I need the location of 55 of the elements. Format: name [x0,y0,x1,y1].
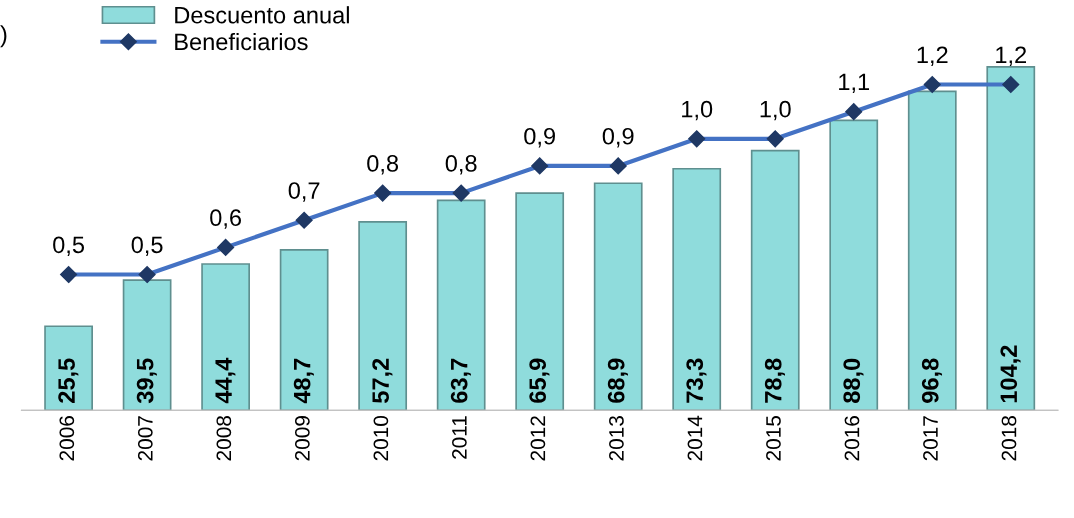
bar [907,90,957,411]
data-label: 0,7 [288,182,320,202]
x-tick-label: 2015 [766,415,781,461]
data-label: 0,5 [131,236,163,256]
data-label: 78,8 [764,358,785,403]
bar [986,66,1036,411]
data-label: 73,3 [686,358,707,403]
text: ) [0,25,7,48]
data-label: 1,2 [996,46,1027,66]
bar [358,220,408,411]
bar [122,279,172,411]
x-tick-label: 2017 [923,416,938,461]
x-tick-label: 2018 [1001,416,1017,461]
data-label: 1,1 [839,73,870,94]
x-tick-label: 2009 [294,416,310,461]
data-label: 96,8 [921,358,943,403]
x-tick-label: 2007 [137,416,153,461]
data-label: 88,0 [843,358,864,403]
data-label: 44,4 [215,357,236,404]
data-label: 65,9 [529,358,550,403]
bar [593,182,643,411]
data-label: 0,8 [367,155,399,175]
data-label: 0,8 [445,155,477,175]
data-label: 104,2 [1000,345,1021,403]
bar [436,199,486,411]
x-tick-label: 2012 [530,416,546,461]
bar [750,149,800,411]
legend-label: Descuento anual [175,6,349,24]
data-label: 48,7 [293,358,314,404]
data-label: 1,0 [682,100,713,121]
data-label: 0,9 [602,127,634,148]
data-label: 68,9 [607,358,628,403]
x-tick-label: 2011 [452,416,467,459]
bar [279,248,329,411]
data-label: 25,5 [58,358,79,403]
data-label: 1,0 [760,100,791,121]
data-label: 1,2 [917,46,948,66]
data-label: 0,5 [53,236,85,256]
x-tick-label: 2006 [59,416,75,461]
data-label: 0,9 [524,127,555,148]
x-tick-label: 2010 [373,415,389,461]
data-label: 63,7 [450,358,471,403]
x-tick-label: 2008 [216,416,232,461]
bar [201,263,251,411]
x-tick-label: 2016 [844,416,860,461]
data-label: 57,2 [372,358,393,403]
data-label: 39,5 [136,358,157,404]
legend-label: Beneficiarios [175,32,308,51]
bar [672,167,722,411]
bar [515,192,565,411]
data-label: 0,6 [210,209,241,229]
x-tick-label: 2013 [609,416,624,461]
x-tick-label: 2014 [687,415,703,461]
bar [829,119,879,411]
bar [44,325,93,411]
